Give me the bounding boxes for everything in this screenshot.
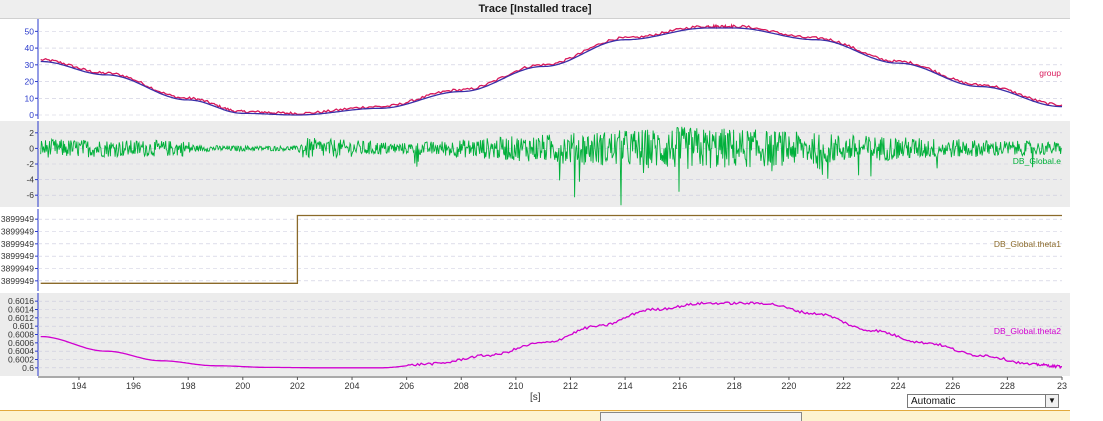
y-tick-label: 0 xyxy=(29,110,34,120)
x-tick-label: 222 xyxy=(836,381,851,391)
window-title: Trace [Installed trace] xyxy=(0,0,1070,19)
x-tick-label: 204 xyxy=(345,381,360,391)
x-tick-label: 216 xyxy=(672,381,687,391)
series-label: DB_Global.e xyxy=(1013,156,1061,166)
y-tick-label: 3899949 xyxy=(1,227,34,237)
x-tick-label: 214 xyxy=(618,381,633,391)
bottom-tab[interactable] xyxy=(600,412,802,421)
y-tick-label: 0.6006 xyxy=(8,338,34,348)
series-label: DB_Global.theta2 xyxy=(994,326,1061,336)
y-tick-label: -6 xyxy=(26,190,34,200)
y-tick-label: 3899949 xyxy=(1,264,34,274)
y-tick-label: -4 xyxy=(26,175,34,185)
x-tick-label: 194 xyxy=(71,381,86,391)
plot-panel-bg xyxy=(0,209,1070,291)
y-tick-label: 3899949 xyxy=(1,276,34,286)
x-tick-label: 228 xyxy=(1000,381,1015,391)
x-axis-label: [s] xyxy=(530,392,541,403)
x-tick-label: 220 xyxy=(781,381,796,391)
x-tick-label: 208 xyxy=(454,381,469,391)
y-tick-label: 0 xyxy=(29,143,34,153)
y-tick-label: 0.6016 xyxy=(8,296,34,306)
y-tick-label: 0.601 xyxy=(13,321,35,331)
y-tick-label: 10 xyxy=(25,93,35,103)
series-line-DB_Global.theta2 xyxy=(40,301,1062,370)
y-tick-label: 0.6008 xyxy=(8,330,34,340)
x-tick-label: 206 xyxy=(399,381,414,391)
y-tick-label: 0.6014 xyxy=(8,305,34,315)
x-tick-label: 218 xyxy=(727,381,742,391)
x-tick-label: 210 xyxy=(508,381,523,391)
series-label: DB_Global.theta1 xyxy=(994,239,1061,249)
right-margin xyxy=(1070,0,1103,420)
x-tick-label: 212 xyxy=(563,381,578,391)
y-tick-label: 50 xyxy=(25,26,35,36)
y-tick-label: 0.6004 xyxy=(8,346,34,356)
trace-plot[interactable]: 50403020100group20-2-4-6DB_Global.e38999… xyxy=(0,19,1070,391)
x-tick-label: 198 xyxy=(181,381,196,391)
chevron-down-icon[interactable]: ▼ xyxy=(1045,395,1058,407)
y-tick-label: 40 xyxy=(25,43,35,53)
y-tick-label: 3899949 xyxy=(1,214,34,224)
y-tick-label: 20 xyxy=(25,77,35,87)
x-tick-label: 200 xyxy=(235,381,250,391)
y-tick-label: 2 xyxy=(29,128,34,138)
y-tick-label: 3899949 xyxy=(1,239,34,249)
series-line-group xyxy=(40,27,1062,116)
x-tick-label: 196 xyxy=(126,381,141,391)
series-line-DB_Global.e xyxy=(40,126,1062,206)
y-tick-label: 3899949 xyxy=(1,251,34,261)
x-tick-label: 224 xyxy=(891,381,906,391)
y-tick-label: 30 xyxy=(25,60,35,70)
y-tick-label: -2 xyxy=(26,159,34,169)
series-line-group xyxy=(40,23,1063,116)
y-tick-label: 0.6 xyxy=(22,363,34,373)
x-tick-label: 202 xyxy=(290,381,305,391)
y-tick-label: 0.6002 xyxy=(8,355,34,365)
series-label: group xyxy=(1039,68,1061,78)
plot-panel-bg xyxy=(0,19,1070,119)
series-line-DB_Global.theta1 xyxy=(40,214,1062,284)
status-strip xyxy=(0,410,1070,421)
scale-mode-select[interactable]: Automatic ▼ xyxy=(907,394,1059,408)
scale-mode-value: Automatic xyxy=(911,396,956,407)
y-tick-label: 0.6012 xyxy=(8,313,34,323)
x-tick-label: 23 xyxy=(1057,381,1067,391)
x-tick-label: 226 xyxy=(945,381,960,391)
